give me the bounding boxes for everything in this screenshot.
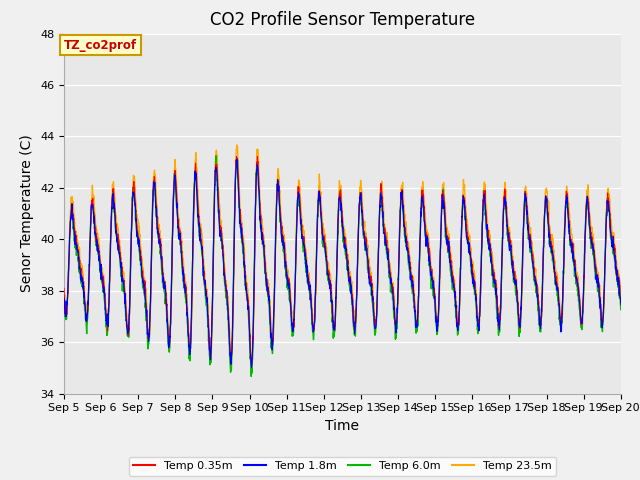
X-axis label: Time: Time <box>325 419 360 433</box>
Y-axis label: Senor Temperature (C): Senor Temperature (C) <box>20 135 35 292</box>
Text: TZ_co2prof: TZ_co2prof <box>64 39 137 52</box>
Title: CO2 Profile Sensor Temperature: CO2 Profile Sensor Temperature <box>210 11 475 29</box>
Legend: Temp 0.35m, Temp 1.8m, Temp 6.0m, Temp 23.5m: Temp 0.35m, Temp 1.8m, Temp 6.0m, Temp 2… <box>129 457 556 476</box>
